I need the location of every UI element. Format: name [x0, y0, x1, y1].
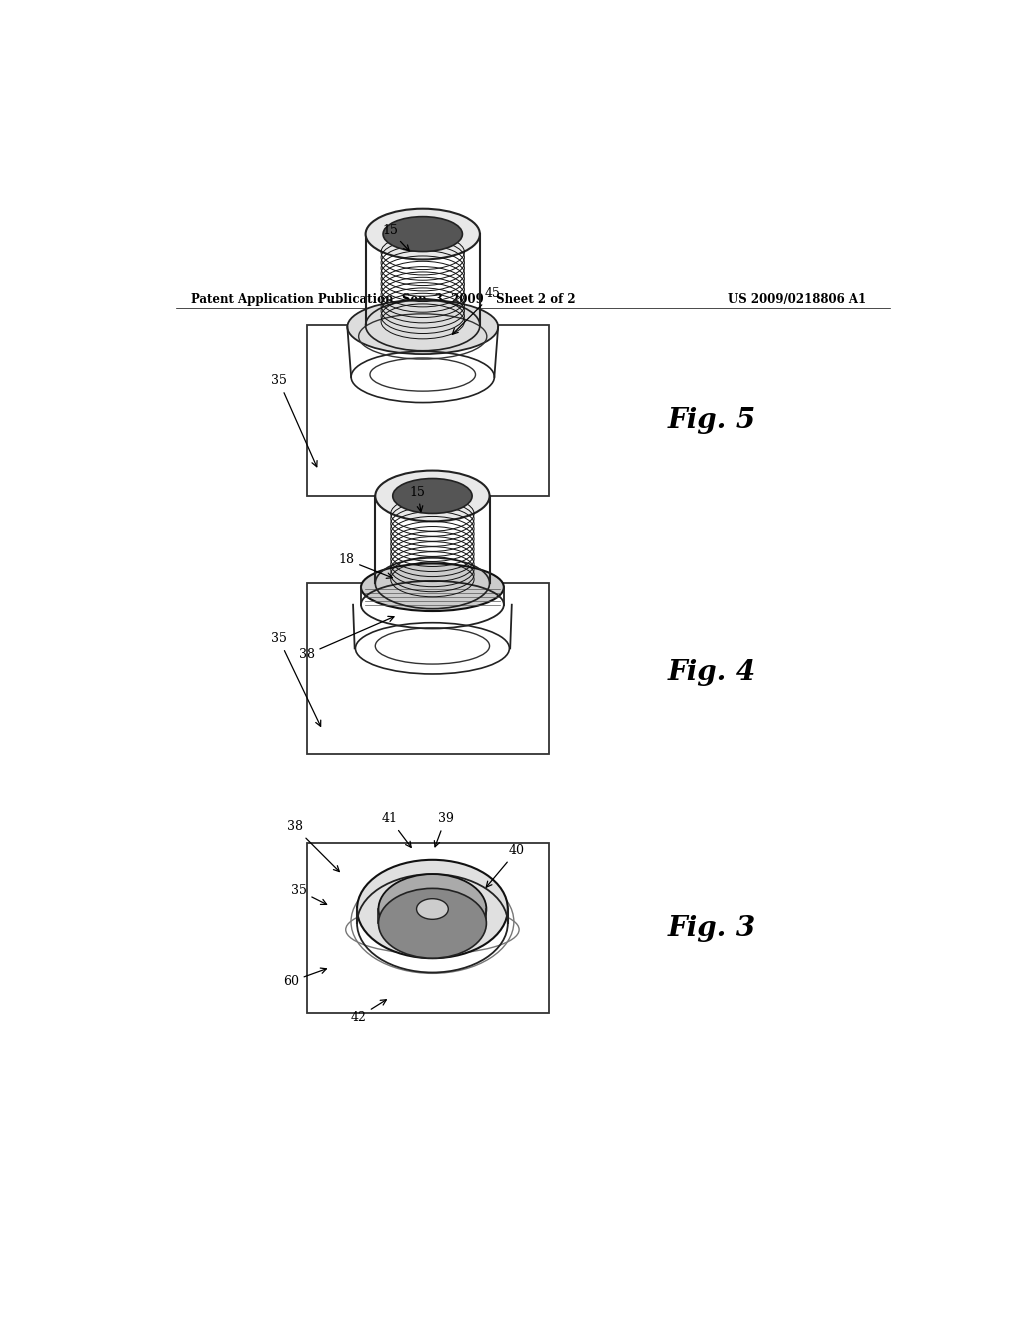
Ellipse shape: [366, 209, 480, 260]
Ellipse shape: [417, 899, 449, 919]
Text: 35: 35: [270, 375, 317, 467]
Text: Sep. 3, 2009   Sheet 2 of 2: Sep. 3, 2009 Sheet 2 of 2: [402, 293, 575, 306]
Text: 45: 45: [453, 288, 501, 334]
Text: 40: 40: [486, 845, 525, 887]
Bar: [306, 325, 549, 496]
Text: 18: 18: [338, 553, 392, 578]
Text: 42: 42: [350, 999, 386, 1024]
Text: 38: 38: [299, 616, 394, 661]
Text: 38: 38: [287, 821, 339, 871]
Ellipse shape: [347, 300, 498, 354]
Ellipse shape: [375, 471, 489, 521]
Text: 41: 41: [382, 813, 412, 847]
Ellipse shape: [357, 859, 508, 958]
Text: 60: 60: [283, 968, 327, 989]
Text: 35: 35: [270, 632, 321, 726]
Bar: [306, 842, 549, 1014]
Text: Fig. 5: Fig. 5: [668, 407, 756, 434]
Ellipse shape: [361, 564, 504, 611]
Text: US 2009/0218806 A1: US 2009/0218806 A1: [728, 293, 866, 306]
Text: Patent Application Publication: Patent Application Publication: [191, 293, 394, 306]
Text: Fig. 3: Fig. 3: [668, 915, 756, 942]
Text: 15: 15: [382, 223, 410, 251]
Text: Fig. 4: Fig. 4: [668, 659, 756, 685]
Ellipse shape: [383, 216, 463, 252]
Ellipse shape: [393, 479, 472, 513]
Text: 39: 39: [434, 813, 454, 847]
Text: 15: 15: [410, 486, 426, 512]
Text: 35: 35: [291, 884, 327, 904]
Ellipse shape: [379, 888, 486, 958]
Bar: [306, 583, 549, 754]
Ellipse shape: [379, 874, 486, 944]
